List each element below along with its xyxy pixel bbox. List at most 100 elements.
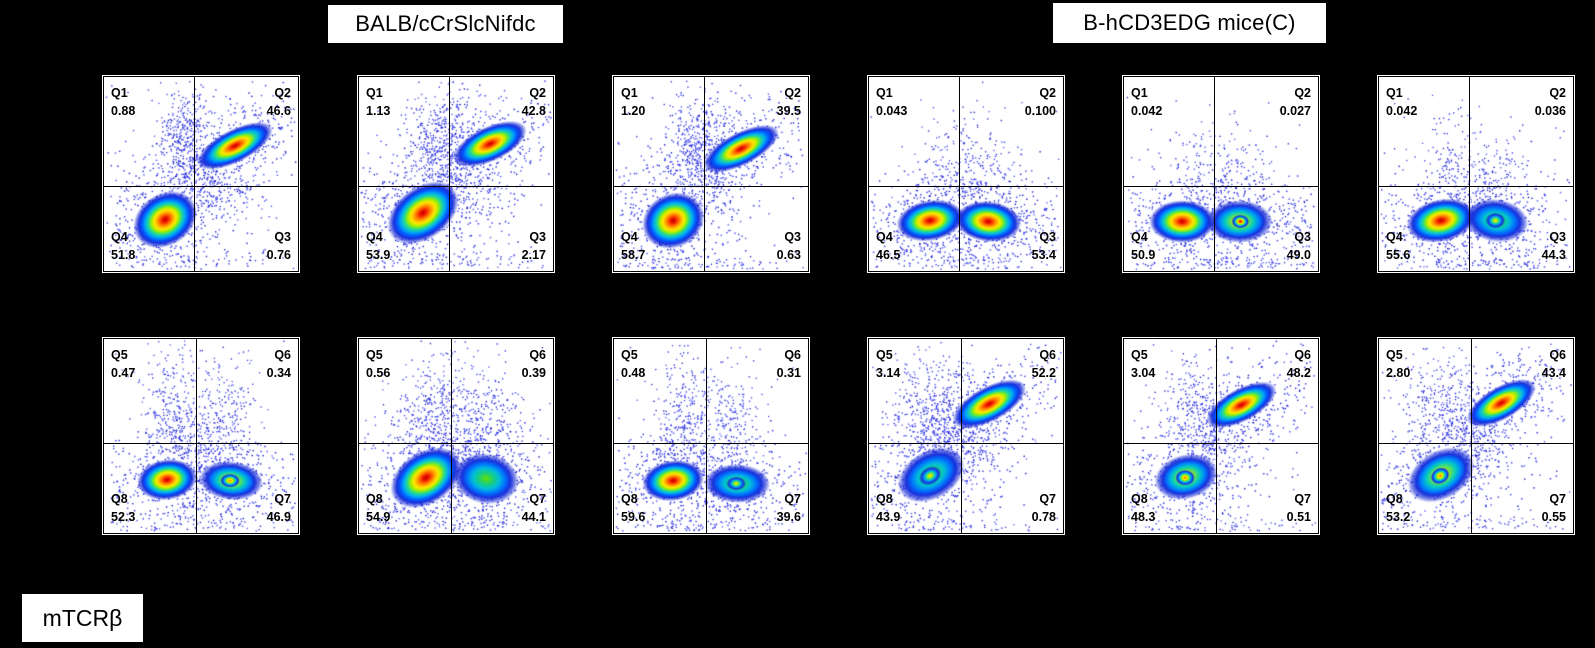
quadrant-label: Q2: [784, 86, 801, 100]
quadrant-value: 49.0: [1286, 248, 1311, 262]
quadrant-stat-q5: Q5 0.56: [366, 346, 390, 382]
quadrant-stat-q7: Q7 44.1: [522, 490, 546, 526]
quadrant-value: 0.34: [266, 366, 291, 380]
quadrant-label: Q4: [876, 230, 893, 244]
quadrant-label: Q1: [1386, 86, 1403, 100]
quadrant-value: 53.2: [1386, 510, 1411, 524]
quadrant-value: 44.1: [521, 510, 546, 524]
quadrant-gate-hline: [359, 442, 553, 445]
quadrant-value: 3.04: [1131, 366, 1156, 380]
quadrant-label: Q1: [876, 86, 893, 100]
quadrant-label: Q5: [1131, 348, 1148, 362]
quadrant-label: Q5: [876, 348, 893, 362]
quadrant-gate-vline: [449, 77, 451, 271]
quadrant-gate-vline: [1214, 77, 1216, 271]
quadrant-gate-hline: [614, 185, 808, 188]
quadrant-value: 0.027: [1279, 104, 1311, 118]
quadrant-gate-vline: [194, 77, 196, 271]
quadrant-stat-q6: Q6 0.31: [777, 346, 801, 382]
scatter-canvas: [1124, 339, 1318, 533]
quadrant-value: 1.20: [621, 104, 646, 118]
quadrant-label: Q2: [529, 86, 546, 100]
quadrant-value: 2.17: [521, 248, 546, 262]
quadrant-value: 53.9: [366, 248, 391, 262]
quadrant-label: Q8: [876, 492, 893, 506]
quadrant-gate-hline: [869, 442, 1063, 445]
quadrant-value: 0.56: [366, 366, 391, 380]
scatter-canvas: [1124, 77, 1318, 271]
scatter-canvas: [614, 339, 808, 533]
quadrant-value: 53.4: [1031, 248, 1056, 262]
quadrant-gate-vline: [1471, 339, 1473, 533]
quadrant-stat-q5: Q5 3.04: [1131, 346, 1155, 382]
quadrant-value: 42.8: [521, 104, 546, 118]
quadrant-stat-q6: Q6 43.4: [1542, 346, 1566, 382]
quadrant-value: 39.5: [776, 104, 801, 118]
quadrant-stat-q3: Q3 0.76: [267, 228, 291, 264]
quadrant-stat-q7: Q7 46.9: [267, 490, 291, 526]
quadrant-label: Q7: [274, 492, 291, 506]
quadrant-label: Q3: [1294, 230, 1311, 244]
quadrant-value: 46.5: [876, 248, 901, 262]
quadrant-value: 58.7: [621, 248, 646, 262]
quadrant-gate-vline: [1216, 339, 1218, 533]
flow-panel-r1c3: Q1 1.20 Q2 39.5 Q4 58.7 Q3 0.63: [612, 75, 810, 273]
quadrant-stat-q8: Q8 52.3: [111, 490, 135, 526]
quadrant-label: Q2: [274, 86, 291, 100]
quadrant-value: 0.55: [1541, 510, 1566, 524]
quadrant-label: Q8: [111, 492, 128, 506]
quadrant-stat-q1: Q1 0.88: [111, 84, 135, 120]
quadrant-label: Q4: [366, 230, 383, 244]
quadrant-stat-q2: Q2 42.8: [522, 84, 546, 120]
quadrant-label: Q6: [1039, 348, 1056, 362]
quadrant-stat-q7: Q7 0.51: [1287, 490, 1311, 526]
quadrant-stat-q5: Q5 3.14: [876, 346, 900, 382]
scatter-canvas: [1379, 339, 1573, 533]
flow-panel-r2c3: Q5 0.48 Q6 0.31 Q8 59.6 Q7 39.6: [612, 337, 810, 535]
quadrant-stat-q8: Q8 59.6: [621, 490, 645, 526]
flow-panel-r2c2: Q5 0.56 Q6 0.39 Q8 54.9 Q7 44.1: [357, 337, 555, 535]
quadrant-value: 0.31: [776, 366, 801, 380]
flow-panel-r2c6: Q5 2.80 Q6 43.4 Q8 53.2 Q7 0.55: [1377, 337, 1575, 535]
quadrant-value: 55.6: [1386, 248, 1411, 262]
quadrant-value: 50.9: [1131, 248, 1156, 262]
quadrant-label: Q5: [111, 348, 128, 362]
quadrant-label: Q8: [621, 492, 638, 506]
quadrant-stat-q6: Q6 0.34: [267, 346, 291, 382]
quadrant-value: 44.3: [1541, 248, 1566, 262]
quadrant-stat-q1: Q1 0.043: [876, 84, 907, 120]
quadrant-label: Q2: [1294, 86, 1311, 100]
quadrant-value: 1.13: [366, 104, 391, 118]
quadrant-gate-vline: [961, 339, 963, 533]
quadrant-stat-q1: Q1 1.13: [366, 84, 390, 120]
quadrant-label: Q4: [111, 230, 128, 244]
quadrant-value: 59.6: [621, 510, 646, 524]
quadrant-stat-q4: Q4 58.7: [621, 228, 645, 264]
quadrant-label: Q6: [1549, 348, 1566, 362]
quadrant-gate-hline: [104, 442, 298, 445]
quadrant-stat-q3: Q3 53.4: [1032, 228, 1056, 264]
quadrant-value: 0.042: [1386, 104, 1418, 118]
quadrant-stat-q7: Q7 0.55: [1542, 490, 1566, 526]
quadrant-stat-q2: Q2 0.027: [1280, 84, 1311, 120]
scatter-canvas: [359, 339, 553, 533]
quadrant-gate-hline: [1379, 442, 1573, 445]
quadrant-value: 0.043: [876, 104, 908, 118]
quadrant-stat-q7: Q7 0.78: [1032, 490, 1056, 526]
quadrant-stat-q4: Q4 53.9: [366, 228, 390, 264]
quadrant-label: Q1: [1131, 86, 1148, 100]
quadrant-label: Q6: [784, 348, 801, 362]
quadrant-value: 0.47: [111, 366, 136, 380]
quadrant-stat-q5: Q5 0.48: [621, 346, 645, 382]
quadrant-stat-q3: Q3 49.0: [1287, 228, 1311, 264]
quadrant-value: 39.6: [776, 510, 801, 524]
group-label-bhcd3edg: B-hCD3EDG mice(C): [1053, 3, 1326, 43]
quadrant-value: 43.4: [1541, 366, 1566, 380]
quadrant-label: Q7: [1549, 492, 1566, 506]
quadrant-label: Q6: [1294, 348, 1311, 362]
quadrant-gate-vline: [704, 77, 706, 271]
quadrant-gate-vline: [706, 339, 708, 533]
flow-panel-r1c6: Q1 0.042 Q2 0.036 Q4 55.6 Q3 44.3: [1377, 75, 1575, 273]
scatter-canvas: [869, 339, 1063, 533]
quadrant-label: Q7: [1294, 492, 1311, 506]
